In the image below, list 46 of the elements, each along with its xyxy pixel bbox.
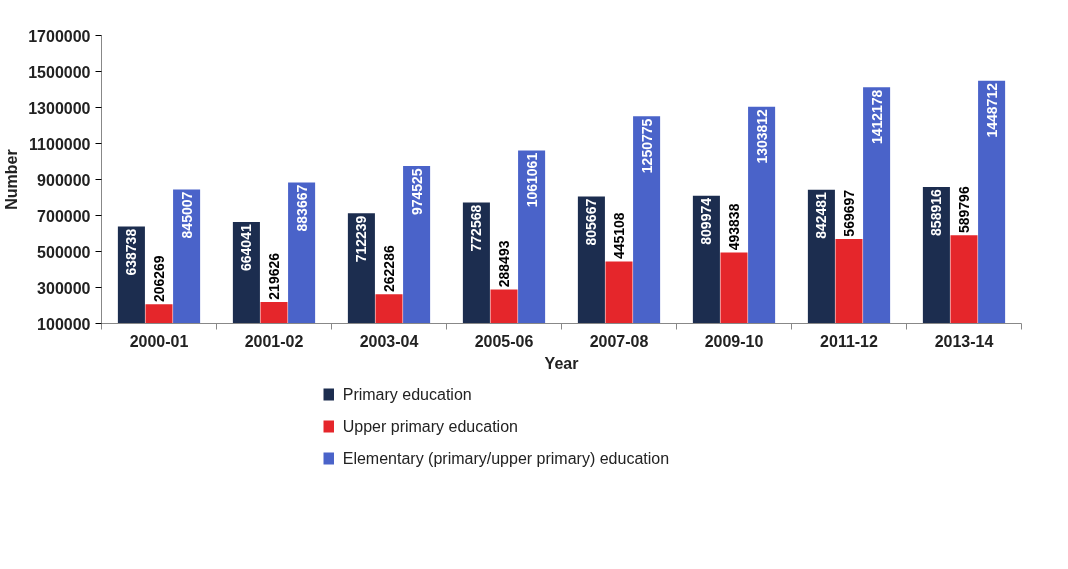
x-tick-label: 2000-01 [129,332,189,350]
y-tick-label: 1700000 [28,27,91,45]
y-tick-label: 500000 [37,243,91,261]
x-tick-label: 2013-14 [934,332,994,350]
x-axis-title: Year [544,354,579,372]
y-tick-label: 700000 [37,207,91,225]
data-label: 664041 [238,224,255,271]
data-label: 219626 [266,252,282,300]
data-label: 262286 [381,245,397,292]
y-tick-label: 300000 [37,279,91,297]
data-label: 288493 [496,240,512,288]
legend-label: Primary education [342,386,472,403]
data-label: 445108 [611,212,627,260]
x-tick-label: 2009-10 [704,332,764,350]
data-label: 493838 [726,203,742,251]
data-label: 842481 [813,191,830,239]
data-label: 1303812 [753,108,770,164]
y-tick-label: 1300000 [28,99,91,117]
y-tick-label: 900000 [37,171,91,189]
data-label: 638738 [123,228,140,276]
x-tick-label: 2003-04 [359,332,419,350]
y-tick-label: 1100000 [29,135,91,153]
legend-label: Upper primary education [342,418,518,435]
data-label: 569697 [841,189,857,237]
data-label: 845007 [178,191,195,239]
data-label: 1448712 [983,82,1000,138]
data-label: 974525 [408,168,425,216]
legend-label: Elementary (primary/upper primary) education [342,450,670,467]
data-label: 1250775 [638,118,655,174]
data-label: 712239 [353,215,370,263]
data-label: 772568 [468,204,485,252]
y-axis-title: Number [3,149,21,210]
x-tick-label: 2011-12 [820,332,879,350]
data-label: 858916 [928,188,945,236]
data-label: 589796 [956,186,972,234]
data-label: 206269 [151,255,167,303]
x-tick-label: 2005-06 [474,332,534,350]
data-label: 809974 [698,197,715,245]
x-tick-label: 2007-08 [589,332,649,350]
data-label: 883667 [293,184,310,232]
y-tick-label: 100000 [37,315,91,333]
data-label: 1412178 [868,89,885,145]
x-tick-label: 2001-02 [244,332,304,350]
y-tick-label: 1500000 [28,63,91,81]
data-label: 805667 [583,198,600,246]
data-label: 1061061 [523,152,540,208]
